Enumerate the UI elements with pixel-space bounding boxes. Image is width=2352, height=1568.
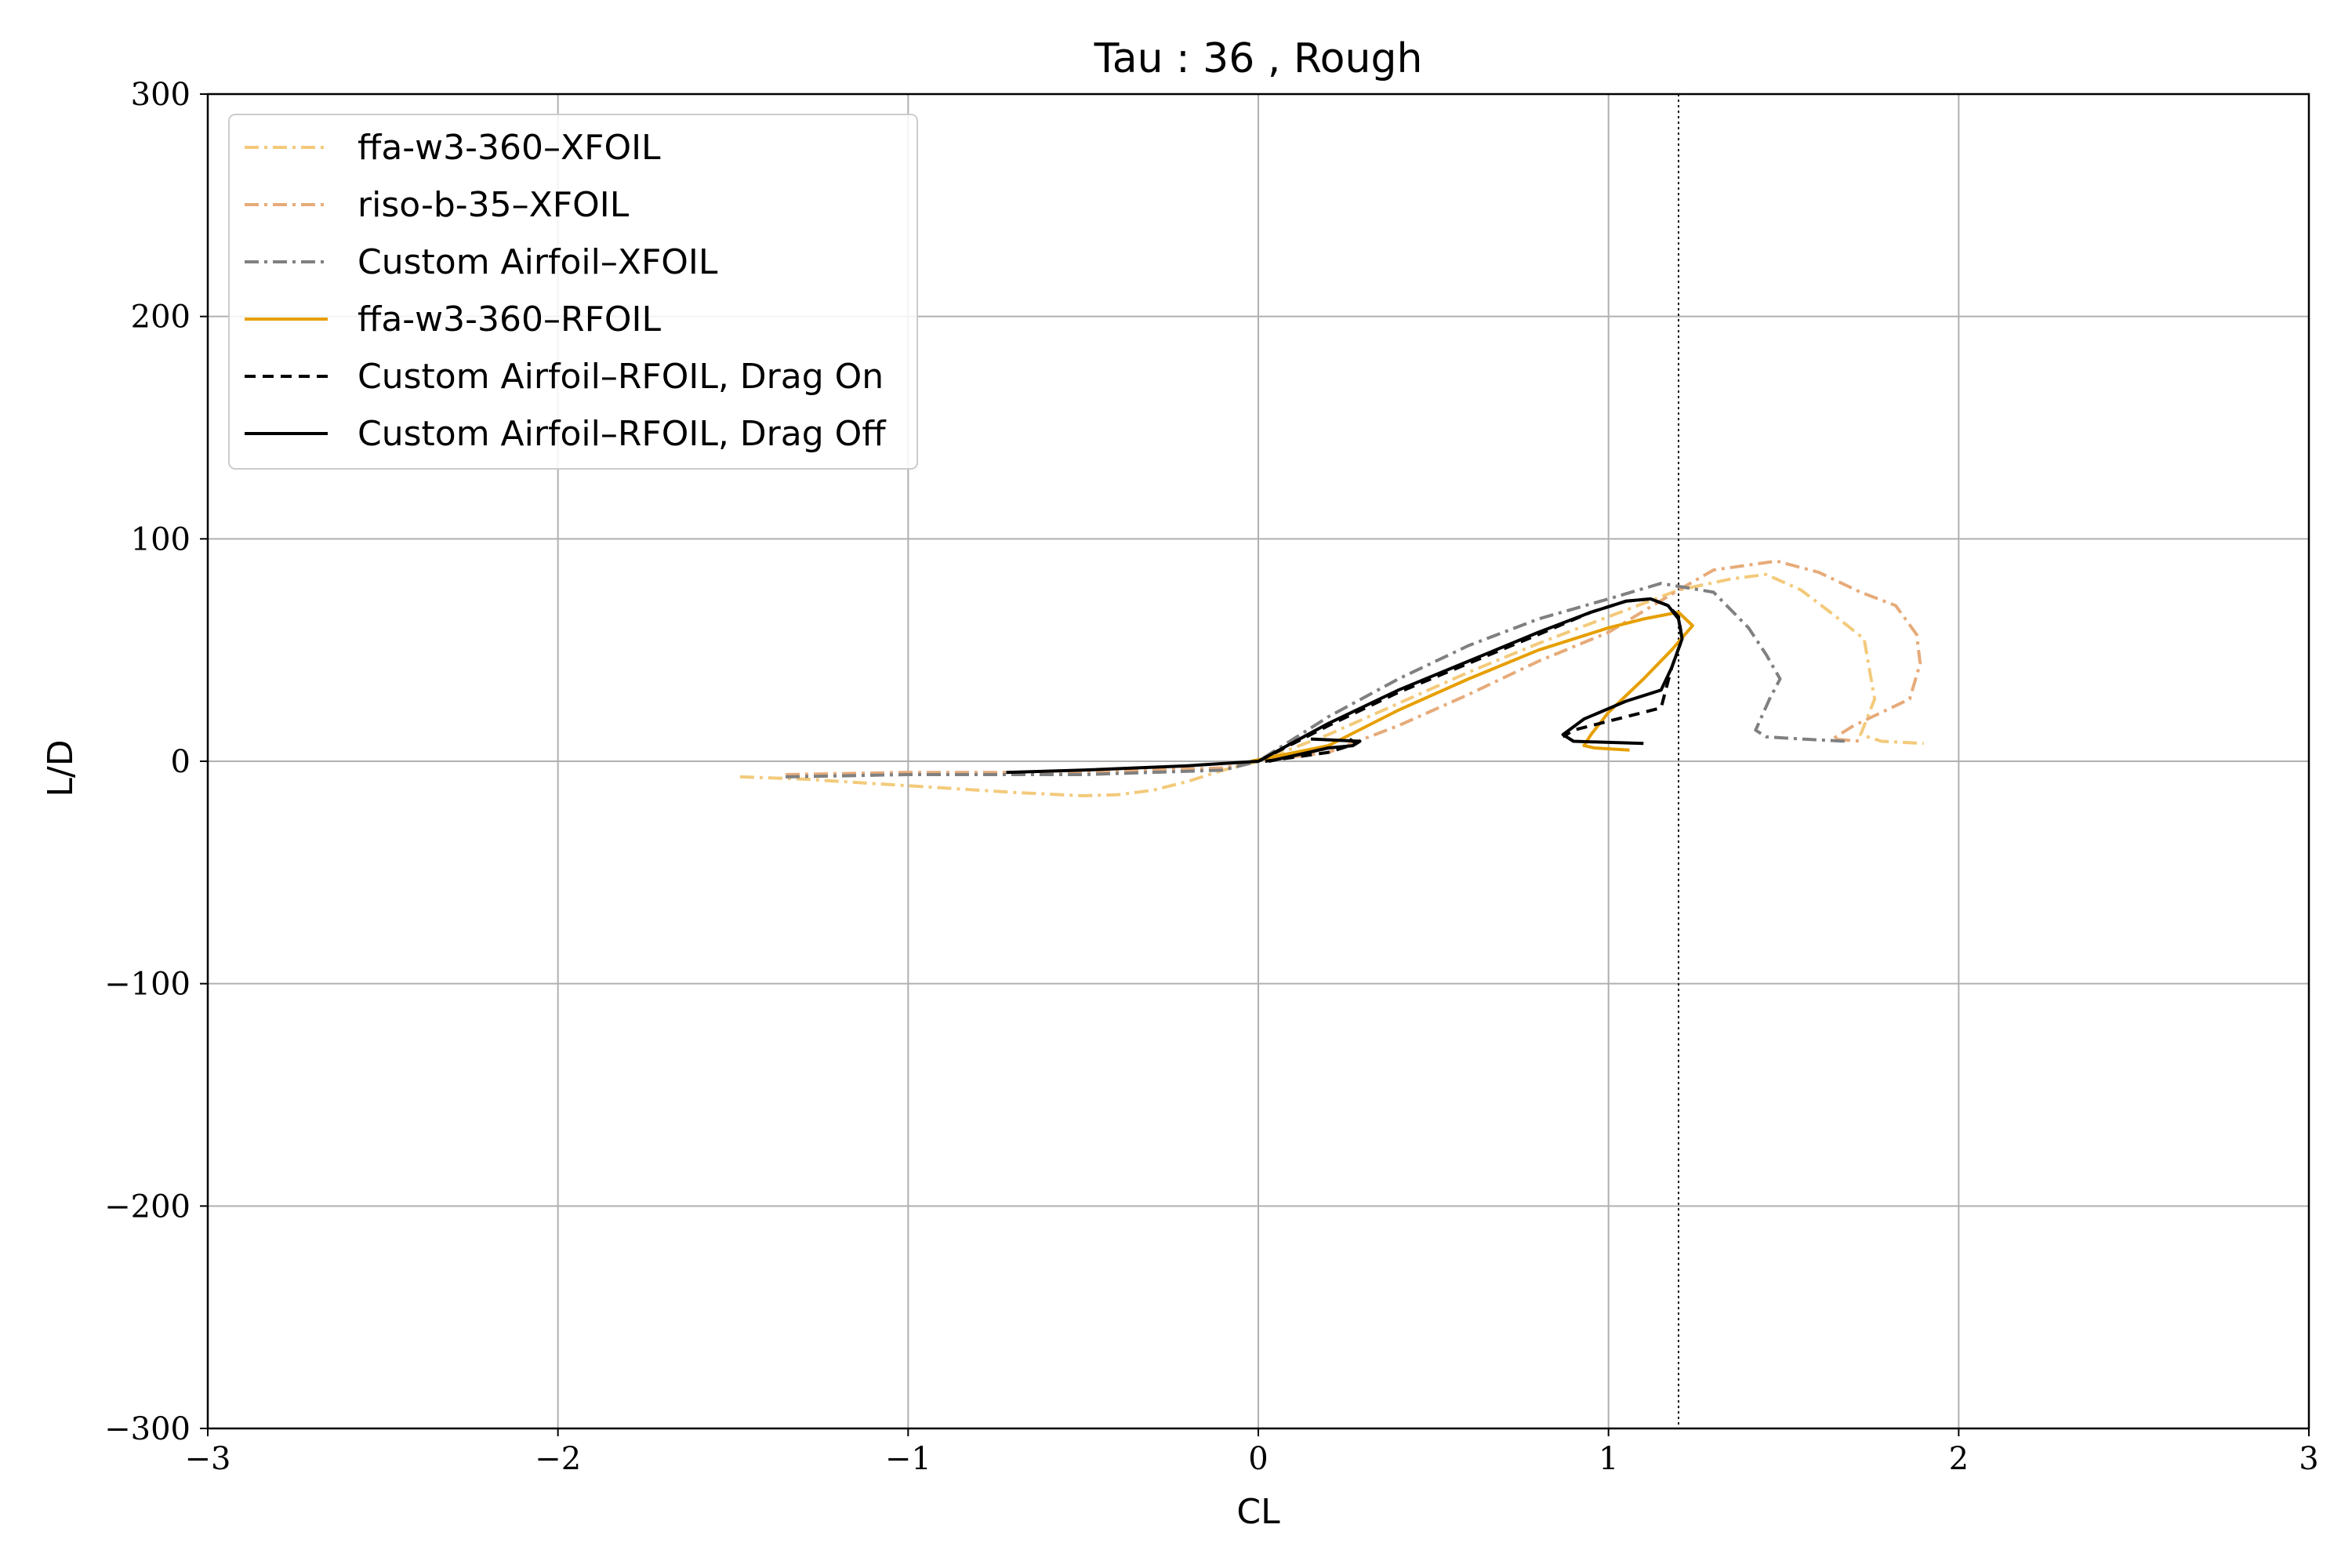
legend-label-5: Custom Airfoil–RFOIL, Drag On bbox=[358, 357, 884, 397]
legend-label-4: ffa-w3-360–RFOIL bbox=[358, 299, 661, 339]
legend: ffa-w3-360–XFOIL riso-b-35–XFOIL Custom Ai… bbox=[228, 114, 918, 470]
legend-label-2: riso-b-35–XFOIL bbox=[358, 185, 630, 225]
x-tick-label: 3 bbox=[2299, 1441, 2318, 1477]
series-line-4 bbox=[1250, 610, 1694, 763]
legend-box bbox=[228, 114, 918, 470]
y-tick-label: −300 bbox=[104, 1411, 191, 1447]
series-line-5 bbox=[1258, 597, 1684, 763]
series-group bbox=[739, 559, 1924, 797]
series-hook-line-2 bbox=[1268, 737, 1362, 763]
x-tick-label: −3 bbox=[185, 1441, 231, 1477]
ticks: −3 −2 −1 0 1 2 3 −300 −200 −100 0 100 200 300 bbox=[104, 77, 2319, 1477]
x-tick-label: 2 bbox=[1949, 1441, 1969, 1477]
chart-title: Tau : 36 , Rough bbox=[1094, 35, 1423, 82]
x-tick-label: 0 bbox=[1248, 1441, 1268, 1477]
y-axis-label: L/D bbox=[41, 739, 81, 797]
series-line-3 bbox=[785, 582, 1847, 779]
x-tick-label: −1 bbox=[885, 1441, 931, 1477]
series-line-1 bbox=[739, 572, 1924, 797]
x-tick-label: 1 bbox=[1599, 1441, 1618, 1477]
y-tick-label: 100 bbox=[131, 521, 191, 557]
y-tick-label: 0 bbox=[171, 744, 191, 780]
series-line-6 bbox=[1006, 597, 1684, 775]
x-axis-label: CL bbox=[1236, 1492, 1280, 1532]
legend-label-3: Custom Airfoil–XFOIL bbox=[358, 242, 718, 282]
legend-label-6: Custom Airfoil–RFOIL, Drag Off bbox=[358, 414, 887, 454]
y-tick-label: −100 bbox=[104, 967, 191, 1003]
legend-label-1: ffa-w3-360–XFOIL bbox=[358, 128, 661, 168]
y-tick-label: 200 bbox=[131, 299, 191, 336]
x-tick-label: −2 bbox=[535, 1441, 581, 1477]
y-tick-label: −200 bbox=[104, 1189, 191, 1225]
y-tick-label: 300 bbox=[131, 77, 191, 113]
